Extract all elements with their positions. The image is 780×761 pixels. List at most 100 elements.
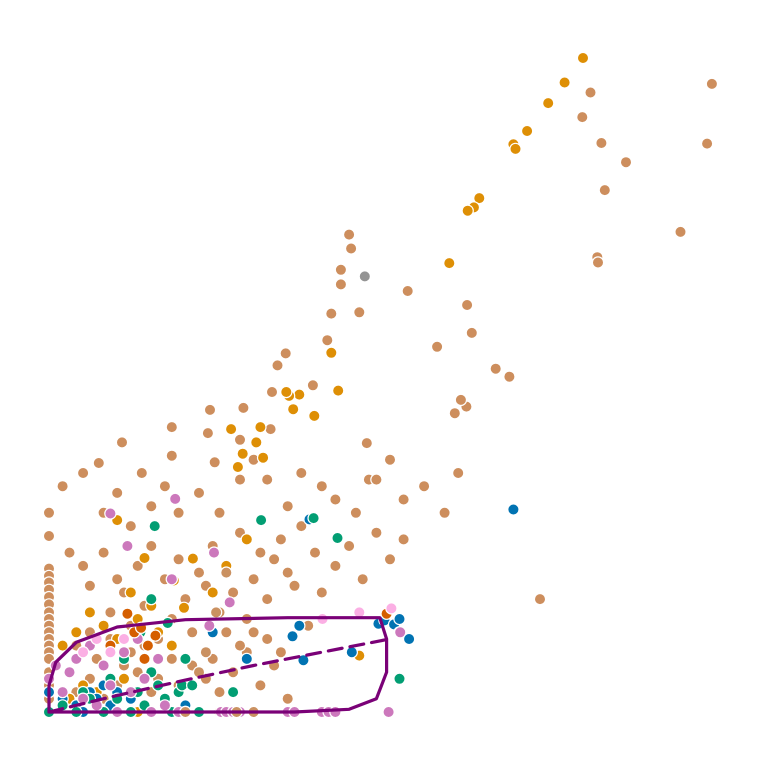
data-point (76, 559, 90, 573)
data-point (286, 630, 299, 643)
data-point (256, 451, 270, 464)
data-point (353, 306, 366, 319)
data-point (306, 379, 320, 392)
data-point (63, 546, 76, 559)
data-point (104, 646, 117, 659)
data-point (281, 692, 294, 705)
data-point (452, 466, 465, 480)
data-point (297, 654, 310, 667)
data-point (383, 453, 397, 466)
data-point (461, 204, 474, 217)
outlined-region-curve (47, 616, 389, 714)
data-point (349, 506, 363, 519)
data-point (237, 401, 250, 415)
data-point (220, 566, 233, 579)
data-point (261, 473, 274, 486)
data-point (186, 552, 200, 565)
data-point (192, 486, 206, 500)
data-point (179, 652, 192, 666)
data-point (344, 242, 358, 255)
data-point (209, 606, 223, 619)
data-point (321, 334, 334, 347)
data-point (145, 500, 158, 513)
data-point (576, 110, 589, 124)
data-point (145, 539, 158, 553)
data-point (591, 256, 605, 269)
data-point (240, 652, 253, 666)
data-point (117, 672, 131, 686)
data-point (56, 685, 69, 699)
data-point (267, 553, 281, 566)
data-point (223, 596, 236, 609)
data-point (201, 426, 215, 440)
data-point (83, 579, 97, 593)
data-point (97, 546, 110, 559)
data-point (370, 473, 383, 486)
data-point (254, 513, 268, 527)
dashed-trend-line (47, 638, 389, 714)
data-point (443, 256, 456, 270)
data-point (281, 500, 294, 513)
points-layer (42, 51, 719, 719)
data-point (394, 626, 407, 639)
data-point (261, 632, 274, 646)
data-point (149, 629, 162, 642)
data-point (705, 77, 719, 91)
data-point (334, 278, 348, 291)
data-point (274, 533, 288, 546)
data-point (307, 511, 320, 525)
data-point (261, 592, 274, 606)
data-point (213, 685, 226, 699)
data-point (56, 480, 69, 493)
data-point (92, 456, 106, 470)
series-8 (358, 270, 371, 283)
data-point (507, 503, 520, 516)
data-point (138, 551, 151, 565)
data-point (199, 646, 213, 659)
data-point (293, 619, 306, 632)
data-point (329, 493, 342, 506)
data-point (168, 492, 182, 506)
data-point (345, 646, 358, 659)
data-point (151, 652, 165, 666)
data-point (70, 626, 83, 639)
data-point (595, 136, 608, 150)
data-point (158, 480, 172, 493)
data-point (674, 225, 687, 239)
data-point (509, 142, 522, 156)
data-point (489, 362, 502, 375)
data-point (121, 539, 134, 553)
data-point (203, 619, 216, 632)
data-point (115, 436, 129, 449)
data-point (42, 506, 56, 519)
data-point (358, 270, 371, 283)
data-point (158, 699, 172, 712)
data-point (271, 359, 284, 372)
data-point (619, 155, 633, 169)
data-point (135, 466, 148, 480)
data-point (438, 506, 451, 519)
data-point (213, 506, 226, 519)
data-point (224, 422, 238, 436)
data-point (208, 456, 221, 469)
data-point (393, 612, 406, 626)
data-point (172, 506, 185, 519)
data-point (192, 566, 206, 579)
data-point (76, 646, 90, 659)
data-point (325, 346, 338, 359)
data-point (397, 533, 410, 546)
data-point (331, 531, 344, 545)
data-point (334, 263, 348, 276)
data-point (288, 579, 301, 593)
data-point (104, 606, 117, 619)
data-point (138, 672, 151, 686)
data-point (360, 436, 373, 450)
data-point (598, 183, 612, 197)
data-point (56, 639, 69, 652)
data-point (254, 679, 267, 692)
data-point (117, 632, 131, 646)
data-point (110, 486, 124, 500)
data-point (370, 526, 383, 539)
data-point (473, 191, 486, 205)
